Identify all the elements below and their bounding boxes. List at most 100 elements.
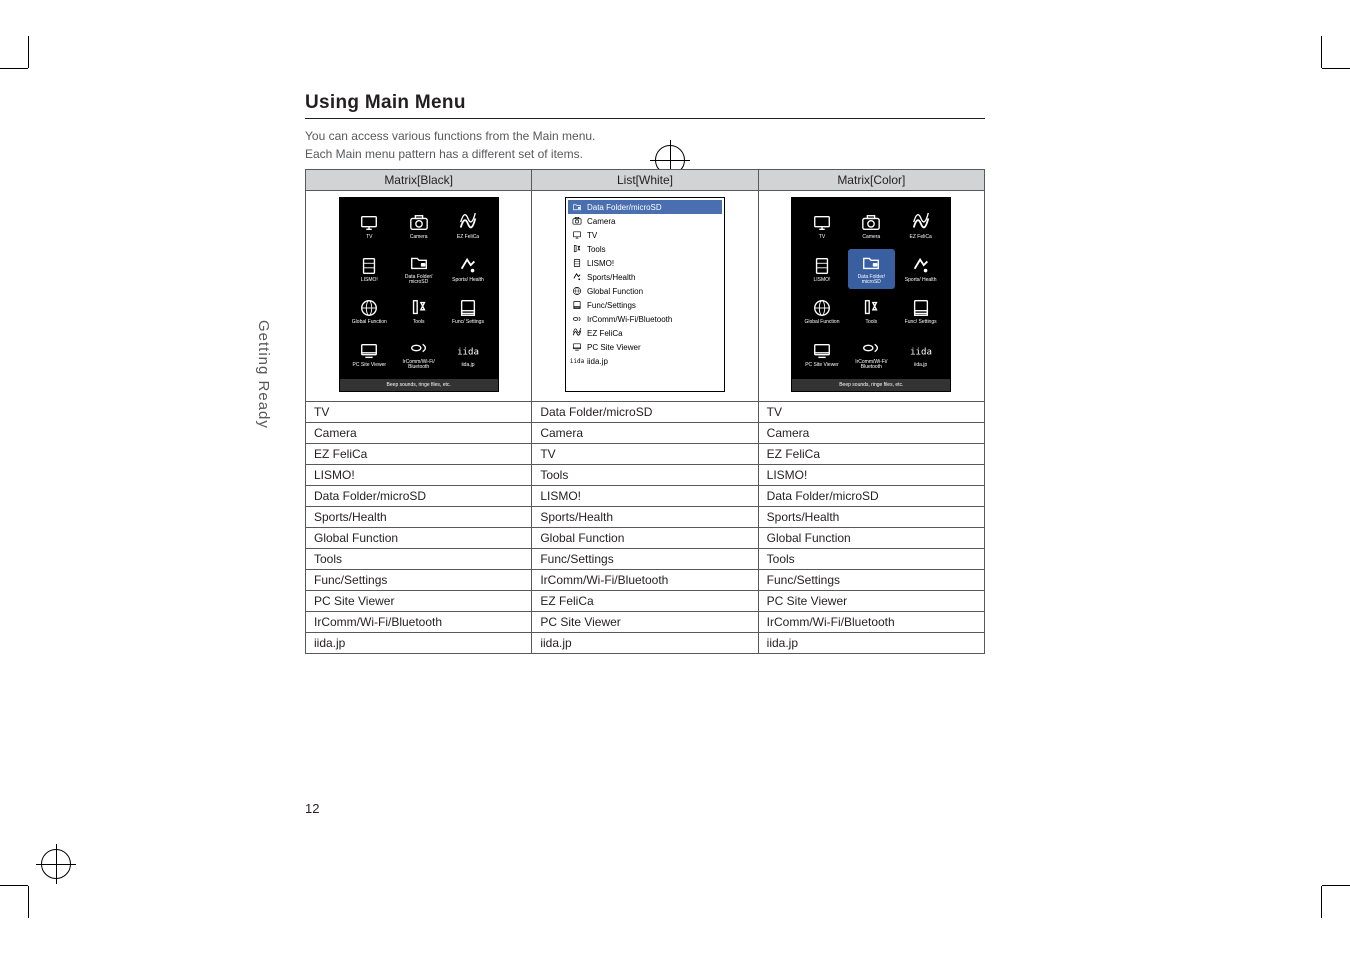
- list-item[interactable]: LISMO!: [568, 256, 722, 270]
- menu-item-pcsite[interactable]: PC Site Viewer: [346, 334, 393, 375]
- menu-item-label: Global Function: [352, 320, 387, 326]
- table-cell: Global Function: [306, 528, 532, 549]
- crop-mark: [1322, 68, 1350, 69]
- table-row: Func/SettingsIrComm/Wi-Fi/BluetoothFunc/…: [306, 570, 985, 591]
- settings-icon: [571, 300, 583, 310]
- menu-item-folder[interactable]: Data Folder/ microSD: [395, 249, 442, 290]
- menu-item-label: Tools: [413, 320, 425, 326]
- menu-item-tv[interactable]: TV: [798, 206, 845, 247]
- table-cell: iida.jp: [306, 633, 532, 654]
- menu-item-felica[interactable]: EZ FeliCa: [897, 206, 944, 247]
- list-item[interactable]: EZ FeliCa: [568, 326, 722, 340]
- menu-item-lismo[interactable]: LISMO!: [798, 249, 845, 290]
- menu-item-label: PC Site Viewer: [353, 363, 387, 369]
- menu-item-label: Data Folder/ microSD: [848, 275, 895, 286]
- intro-text: You can access various functions from th…: [305, 127, 985, 163]
- menu-item-iida[interactable]: iidaiida.jp: [897, 334, 944, 375]
- table-cell: EZ FeliCa: [306, 444, 532, 465]
- list-item-label: LISMO!: [587, 259, 614, 268]
- iida-icon: iida: [571, 356, 583, 366]
- crop-mark: [1321, 886, 1322, 918]
- menu-item-settings[interactable]: Func/ Settings: [444, 291, 491, 332]
- menu-item-sports[interactable]: Sports/ Health: [444, 249, 491, 290]
- table-cell: Data Folder/microSD: [758, 486, 984, 507]
- menu-item-sports[interactable]: Sports/ Health: [897, 249, 944, 290]
- iida-icon: iida: [456, 340, 480, 362]
- table-cell: Tools: [532, 465, 758, 486]
- intro-line: Each Main menu pattern has a different s…: [305, 147, 583, 161]
- list-item-label: iida.jp: [587, 357, 608, 366]
- menu-item-pcsite[interactable]: PC Site Viewer: [798, 334, 845, 375]
- list-item[interactable]: Camera: [568, 214, 722, 228]
- menu-item-camera[interactable]: Camera: [848, 206, 895, 247]
- menu-item-iida[interactable]: iidaiida.jp: [444, 334, 491, 375]
- list-item[interactable]: Func/Settings: [568, 298, 722, 312]
- list-item-label: TV: [587, 231, 597, 240]
- table-row: PC Site ViewerEZ FeliCaPC Site Viewer: [306, 591, 985, 612]
- menu-item-label: iida.jp: [461, 363, 474, 369]
- list-white-screen: Data Folder/microSD Camera TV Tools LISMO! Sp…: [565, 197, 725, 392]
- menu-item-globe[interactable]: Global Function: [346, 291, 393, 332]
- menu-item-label: PC Site Viewer: [805, 363, 839, 369]
- table-cell: LISMO!: [306, 465, 532, 486]
- table-row: IrComm/Wi-Fi/BluetoothPC Site ViewerIrCo…: [306, 612, 985, 633]
- menu-item-label: Tools: [865, 320, 877, 326]
- menu-item-label: Data Folder/ microSD: [395, 275, 442, 286]
- screenshot-cell: TV Camera EZ FeliCa LISMO!Data Folder/ micr…: [306, 191, 532, 402]
- menu-item-label: TV: [366, 235, 372, 241]
- list-item-label: Camera: [587, 217, 615, 226]
- table-cell: iida.jp: [532, 633, 758, 654]
- table-cell: iida.jp: [758, 633, 984, 654]
- table-cell: IrComm/Wi-Fi/Bluetooth: [306, 612, 532, 633]
- table-cell: TV: [306, 402, 532, 423]
- table-row: EZ FeliCaTVEZ FeliCa: [306, 444, 985, 465]
- menu-item-folder[interactable]: Data Folder/ microSD: [848, 249, 895, 290]
- menu-comparison-table: Matrix[Black] List[White] Matrix[Color] …: [305, 169, 985, 654]
- menu-item-label: Global Function: [804, 320, 839, 326]
- list-item[interactable]: IrComm/Wi-Fi/Bluetooth: [568, 312, 722, 326]
- tools-icon: [571, 244, 583, 254]
- list-item[interactable]: Tools: [568, 242, 722, 256]
- screen-footer: Beep sounds, ringe files, etc.: [792, 379, 950, 391]
- table-cell: Sports/Health: [306, 507, 532, 528]
- iida-icon: iida: [909, 340, 933, 362]
- menu-item-label: EZ FeliCa: [910, 235, 932, 241]
- matrix-black-screen: TV Camera EZ FeliCa LISMO!Data Folder/ micr…: [339, 197, 499, 392]
- menu-item-felica[interactable]: EZ FeliCa: [444, 206, 491, 247]
- settings-icon: [909, 297, 933, 319]
- table-cell: TV: [758, 402, 984, 423]
- menu-item-globe[interactable]: Global Function: [798, 291, 845, 332]
- list-item[interactable]: TV: [568, 228, 722, 242]
- menu-item-tv[interactable]: TV: [346, 206, 393, 247]
- menu-item-tools[interactable]: Tools: [395, 291, 442, 332]
- table-cell: Tools: [758, 549, 984, 570]
- crop-mark: [0, 885, 28, 886]
- menu-item-wireless[interactable]: IrComm/Wi-Fi/ Bluetooth: [395, 334, 442, 375]
- screenshot-cell: TVCamera EZ FeliCa LISMO!Data Folder/ micr…: [758, 191, 984, 402]
- list-item[interactable]: PC Site Viewer: [568, 340, 722, 354]
- felica-icon: [456, 212, 480, 234]
- table-row: iida.jpiida.jpiida.jp: [306, 633, 985, 654]
- page-heading: Using Main Menu: [305, 92, 985, 119]
- menu-item-label: Camera: [410, 235, 428, 241]
- screen-footer: Beep sounds, ringe files, etc.: [340, 379, 498, 391]
- list-item[interactable]: Data Folder/microSD: [568, 200, 722, 214]
- list-item[interactable]: Sports/Health: [568, 270, 722, 284]
- table-cell: PC Site Viewer: [532, 612, 758, 633]
- menu-item-wireless[interactable]: IrComm/Wi-Fi/ Bluetooth: [848, 334, 895, 375]
- folder-icon: [859, 252, 883, 274]
- tv-icon: [810, 212, 834, 234]
- list-item-label: Global Function: [587, 287, 643, 296]
- menu-item-tools[interactable]: Tools: [848, 291, 895, 332]
- registration-mark: [36, 844, 76, 884]
- menu-item-settings[interactable]: Func/ Settings: [897, 291, 944, 332]
- menu-item-lismo[interactable]: LISMO!: [346, 249, 393, 290]
- folder-icon: [571, 202, 583, 212]
- list-item[interactable]: Global Function: [568, 284, 722, 298]
- list-item[interactable]: iida iida.jp: [568, 354, 722, 368]
- section-label: Getting Ready: [255, 320, 272, 429]
- table-row: CameraCameraCamera: [306, 423, 985, 444]
- menu-item-camera[interactable]: Camera: [395, 206, 442, 247]
- table-cell: Func/Settings: [532, 549, 758, 570]
- menu-item-label: IrComm/Wi-Fi/ Bluetooth: [848, 360, 895, 371]
